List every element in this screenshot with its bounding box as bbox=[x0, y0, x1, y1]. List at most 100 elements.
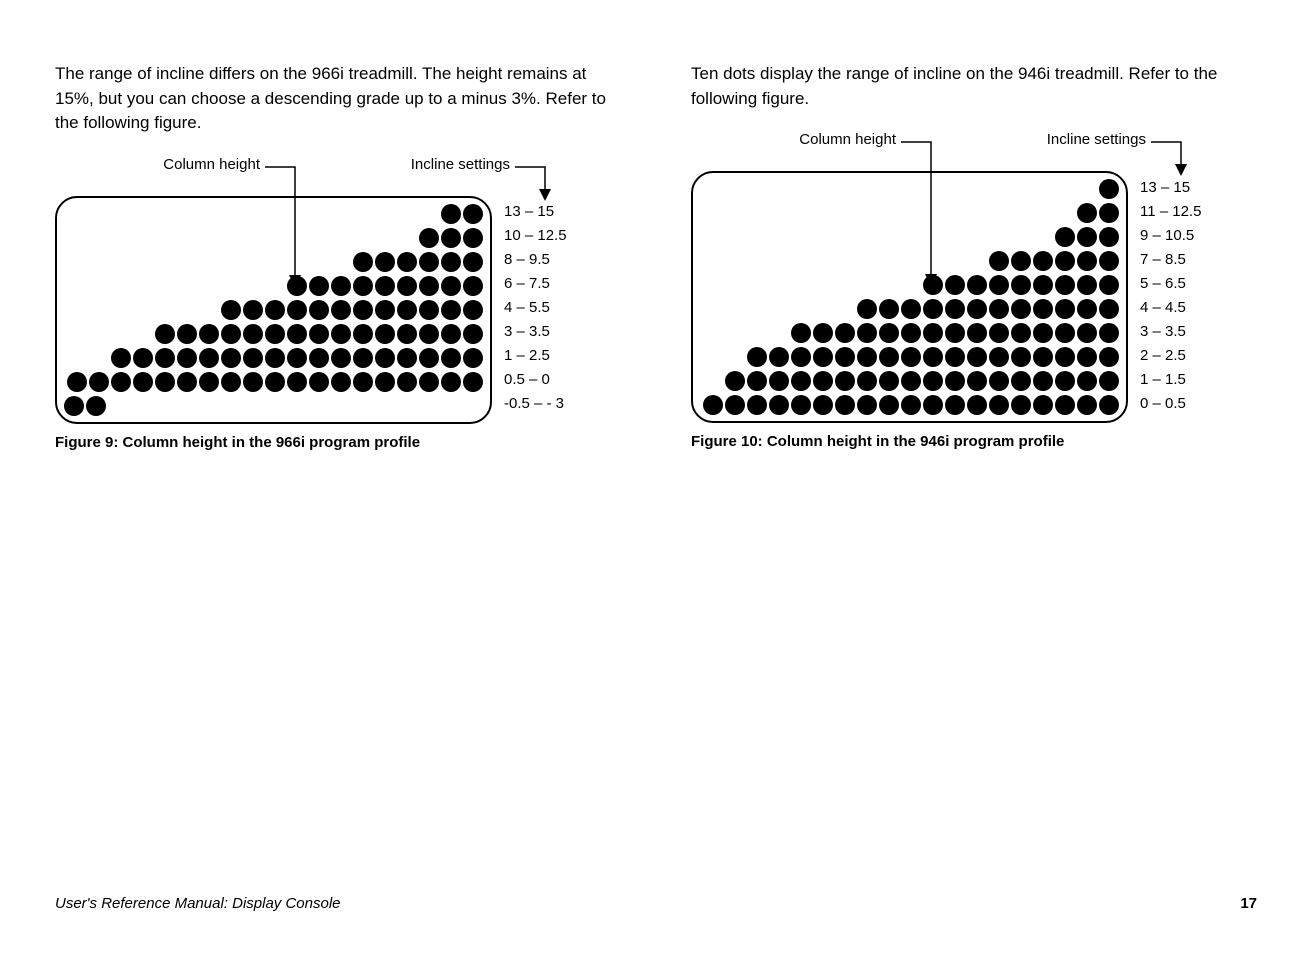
dot bbox=[989, 275, 1009, 295]
dot bbox=[243, 324, 263, 344]
dot bbox=[375, 324, 395, 344]
dot-row bbox=[699, 393, 1120, 417]
dot-row bbox=[63, 274, 484, 298]
dot bbox=[1011, 347, 1031, 367]
dot bbox=[463, 372, 483, 392]
dot bbox=[353, 300, 373, 320]
dot bbox=[287, 372, 307, 392]
dot bbox=[397, 348, 417, 368]
dot bbox=[133, 372, 153, 392]
incline-label: 7 – 8.5 bbox=[1140, 247, 1201, 271]
figure-10: Column heightIncline settings13 – 1511 –… bbox=[691, 131, 1257, 450]
dot bbox=[243, 348, 263, 368]
dot bbox=[265, 372, 285, 392]
dot bbox=[441, 348, 461, 368]
dot bbox=[441, 300, 461, 320]
footer-title: User's Reference Manual: Display Console bbox=[55, 895, 341, 912]
dot bbox=[419, 324, 439, 344]
incline-settings-label: Incline settings bbox=[996, 131, 1146, 148]
dot bbox=[791, 371, 811, 391]
dot bbox=[747, 395, 767, 415]
dot bbox=[1011, 395, 1031, 415]
incline-label: -0.5 – - 3 bbox=[504, 392, 567, 416]
dot bbox=[265, 348, 285, 368]
incline-label: 4 – 5.5 bbox=[504, 296, 567, 320]
dot bbox=[857, 347, 877, 367]
dot bbox=[1077, 323, 1097, 343]
dot bbox=[857, 395, 877, 415]
dot bbox=[967, 299, 987, 319]
dot bbox=[441, 372, 461, 392]
dot bbox=[923, 299, 943, 319]
dot bbox=[1033, 323, 1053, 343]
dot-row bbox=[699, 273, 1120, 297]
dot-row bbox=[63, 250, 484, 274]
incline-label: 8 – 9.5 bbox=[504, 248, 567, 272]
dot bbox=[1077, 251, 1097, 271]
page-footer: User's Reference Manual: Display Console… bbox=[55, 895, 1257, 912]
dot bbox=[1077, 203, 1097, 223]
incline-label: 3 – 3.5 bbox=[504, 320, 567, 344]
dot bbox=[375, 276, 395, 296]
incline-labels: 13 – 1511 – 12.59 – 10.57 – 8.55 – 6.54 … bbox=[1140, 175, 1201, 415]
dot bbox=[989, 395, 1009, 415]
dot bbox=[463, 324, 483, 344]
dot bbox=[463, 348, 483, 368]
dot bbox=[901, 371, 921, 391]
dot bbox=[1033, 347, 1053, 367]
dot bbox=[243, 372, 263, 392]
dot bbox=[309, 324, 329, 344]
dot bbox=[989, 347, 1009, 367]
incline-label: 0.5 – 0 bbox=[504, 368, 567, 392]
figure-9: Column heightIncline settings13 – 1510 –… bbox=[55, 156, 621, 451]
dot bbox=[463, 228, 483, 248]
dot bbox=[265, 324, 285, 344]
dot-row bbox=[63, 370, 484, 394]
dot bbox=[747, 371, 767, 391]
dot bbox=[923, 323, 943, 343]
dot bbox=[441, 324, 461, 344]
dot bbox=[86, 396, 106, 416]
dot bbox=[967, 275, 987, 295]
dot bbox=[1011, 323, 1031, 343]
dot bbox=[111, 348, 131, 368]
dot bbox=[791, 323, 811, 343]
dot bbox=[177, 324, 197, 344]
dot bbox=[1077, 347, 1097, 367]
dot bbox=[1099, 323, 1119, 343]
incline-label: 3 – 3.5 bbox=[1140, 319, 1201, 343]
dot-chart-wrapper: 13 – 1511 – 12.59 – 10.57 – 8.55 – 6.54 … bbox=[691, 171, 1257, 423]
dot bbox=[309, 276, 329, 296]
dot bbox=[353, 276, 373, 296]
dot bbox=[879, 395, 899, 415]
dot bbox=[923, 275, 943, 295]
dot bbox=[901, 323, 921, 343]
dot bbox=[945, 275, 965, 295]
dot bbox=[155, 372, 175, 392]
dot bbox=[1055, 227, 1075, 247]
dot bbox=[1055, 347, 1075, 367]
dot-row bbox=[63, 394, 484, 418]
dot bbox=[397, 252, 417, 272]
dot bbox=[989, 299, 1009, 319]
incline-label: 9 – 10.5 bbox=[1140, 223, 1201, 247]
dot bbox=[1055, 275, 1075, 295]
dot bbox=[419, 372, 439, 392]
dot bbox=[879, 347, 899, 367]
dot bbox=[791, 395, 811, 415]
dot bbox=[703, 395, 723, 415]
dot-row bbox=[699, 369, 1120, 393]
dot bbox=[1055, 371, 1075, 391]
dot bbox=[309, 372, 329, 392]
dot bbox=[463, 300, 483, 320]
dot bbox=[945, 299, 965, 319]
dot bbox=[309, 300, 329, 320]
incline-label: 1 – 1.5 bbox=[1140, 367, 1201, 391]
dot bbox=[441, 252, 461, 272]
dot bbox=[989, 251, 1009, 271]
dot bbox=[901, 395, 921, 415]
dot bbox=[879, 371, 899, 391]
dot bbox=[813, 371, 833, 391]
dot bbox=[1099, 371, 1119, 391]
dot bbox=[287, 324, 307, 344]
